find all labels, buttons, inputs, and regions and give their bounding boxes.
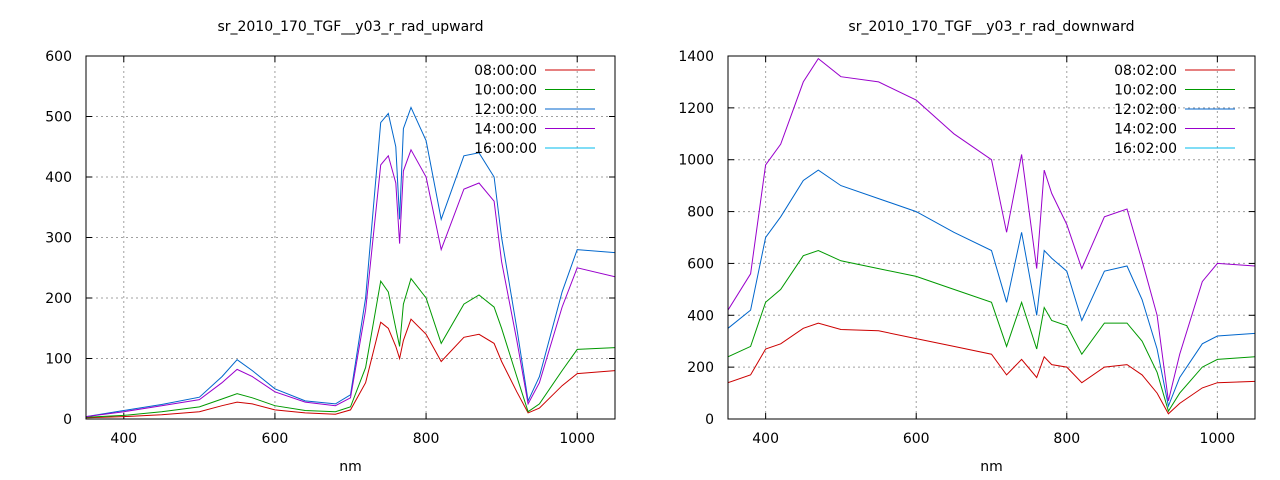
x-tick-label: 800 xyxy=(413,431,440,447)
series-line-0 xyxy=(86,318,615,419)
y-tick-label: 300 xyxy=(45,231,72,247)
chart-title: sr_2010_170_TGF__y03_r_rad_upward xyxy=(217,19,483,35)
plot-frame xyxy=(727,55,1256,420)
y-tick-label: 1200 xyxy=(678,101,714,117)
x-tick-label: 1000 xyxy=(559,431,595,447)
x-axis-label: nm xyxy=(339,459,362,475)
legend-label: 10:00:00 xyxy=(474,83,537,99)
series-line-2 xyxy=(86,106,615,418)
series-line-3 xyxy=(86,148,615,418)
y-tick-label: 0 xyxy=(63,412,72,428)
y-tick-label: 400 xyxy=(687,308,714,324)
y-tick-label: 400 xyxy=(45,170,72,186)
legend-label: 12:00:00 xyxy=(474,102,537,118)
legend-label: 08:02:00 xyxy=(1114,63,1177,79)
series-line-1 xyxy=(86,277,615,418)
legend-label: 12:02:00 xyxy=(1114,102,1177,118)
y-tick-label: 200 xyxy=(687,360,714,376)
series-line-1 xyxy=(728,249,1255,413)
y-tick-label: 1400 xyxy=(678,49,714,65)
x-axis-label: nm xyxy=(980,459,1003,475)
y-tick-label: 600 xyxy=(45,49,72,65)
series-line-0 xyxy=(728,322,1255,415)
x-tick-label: 800 xyxy=(1053,431,1080,447)
legend-label: 16:02:00 xyxy=(1114,141,1177,157)
series-line-3 xyxy=(728,57,1255,402)
legend-label: 14:02:00 xyxy=(1114,122,1177,138)
legend-label: 08:00:00 xyxy=(474,63,537,79)
chart-panel-0: sr_2010_170_TGF__y03_r_rad_upward 400 600 8… xyxy=(45,19,616,475)
legend-label: 16:00:00 xyxy=(474,141,537,157)
y-tick-label: 1000 xyxy=(678,153,714,169)
plot-frame xyxy=(85,55,616,420)
legend-label: 14:00:00 xyxy=(474,122,537,138)
chart-title: sr_2010_170_TGF__y03_r_rad_downward xyxy=(848,19,1134,35)
y-tick-label: 100 xyxy=(45,352,72,368)
x-tick-label: 400 xyxy=(110,431,137,447)
legend-label: 10:02:00 xyxy=(1114,83,1177,99)
y-tick-label: 0 xyxy=(705,412,714,428)
series-line-2 xyxy=(728,169,1255,408)
x-tick-label: 600 xyxy=(262,431,289,447)
x-tick-label: 600 xyxy=(903,431,930,447)
y-tick-label: 500 xyxy=(45,110,72,126)
x-tick-label: 1000 xyxy=(1200,431,1236,447)
y-tick-label: 600 xyxy=(687,256,714,272)
y-tick-label: 800 xyxy=(687,205,714,221)
x-tick-label: 400 xyxy=(752,431,779,447)
chart-panel-1: sr_2010_170_TGF__y03_r_rad_downward 400 60… xyxy=(678,19,1256,475)
y-tick-label: 200 xyxy=(45,291,72,307)
